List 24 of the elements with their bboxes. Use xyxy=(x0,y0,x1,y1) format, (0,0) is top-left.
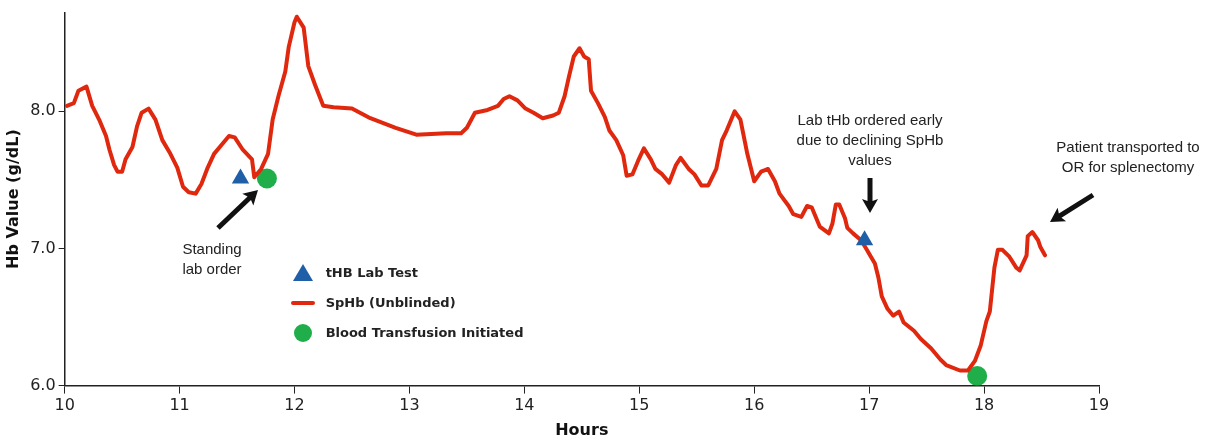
annotation: Lab tHb ordered early due to declining SpHb values xyxy=(796,111,944,169)
y-tick-label: 7.0 xyxy=(30,237,56,257)
x-tick-label: 18 xyxy=(973,395,995,415)
x-tick-label: 16 xyxy=(744,395,765,415)
x-tick-label: 10 xyxy=(54,395,75,415)
point xyxy=(231,168,250,184)
y-axis-title: Hb Value (g/dL) xyxy=(2,129,22,269)
annotation: Patient transported to OR for splenectomy xyxy=(1056,138,1200,176)
x-tick-label: 11 xyxy=(169,395,190,415)
x-tick-label: 19 xyxy=(1088,395,1110,415)
point xyxy=(855,230,874,246)
annotation: Standing lab order xyxy=(182,240,242,278)
point xyxy=(967,366,988,386)
legend-label: Blood Transfusion Initiated xyxy=(325,325,524,341)
x-axis-title: Hours xyxy=(555,419,609,439)
x-tick-label: 15 xyxy=(629,395,650,415)
x-tick-label: 12 xyxy=(284,395,305,415)
x-tick-label: 17 xyxy=(858,395,880,415)
x-tick-label: 14 xyxy=(514,395,535,415)
x-tick-label: 13 xyxy=(399,395,420,415)
y-tick-label: 6.0 xyxy=(30,374,56,394)
legend-label: SpHb (Unblinded) xyxy=(325,295,456,311)
y-tick-label: 8.0 xyxy=(30,100,56,120)
legend-label: tHB Lab Test xyxy=(325,265,418,281)
